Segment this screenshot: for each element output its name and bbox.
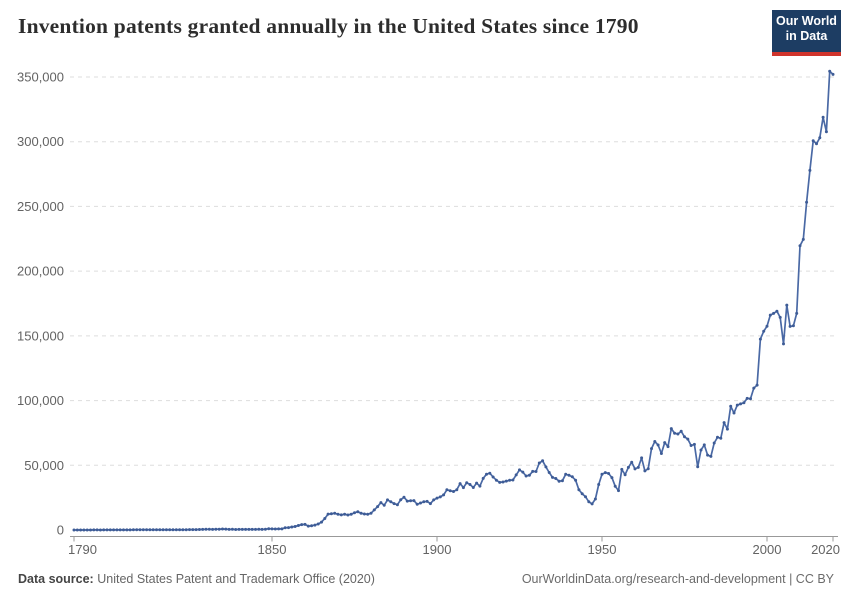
svg-text:0: 0 — [57, 523, 64, 538]
svg-text:1790: 1790 — [68, 542, 97, 557]
svg-text:150,000: 150,000 — [17, 328, 64, 343]
svg-text:50,000: 50,000 — [24, 458, 64, 473]
data-source: Data source: United States Patent and Tr… — [18, 572, 375, 586]
svg-text:250,000: 250,000 — [17, 199, 64, 214]
owid-logo-red-bar — [772, 52, 841, 56]
owid-logo[interactable]: Our World in Data — [772, 10, 841, 56]
footer-link[interactable]: OurWorldinData.org/research-and-developm… — [521, 572, 834, 586]
data-line — [73, 70, 834, 531]
data-source-text: United States Patent and Trademark Offic… — [97, 572, 375, 586]
svg-text:1850: 1850 — [258, 542, 287, 557]
data-source-label: Data source: — [18, 572, 94, 586]
svg-text:350,000: 350,000 — [17, 70, 64, 85]
y-gridlines — [70, 76, 838, 466]
svg-text:2000: 2000 — [753, 542, 782, 557]
svg-text:1900: 1900 — [423, 542, 452, 557]
x-axis — [70, 536, 838, 542]
svg-text:100,000: 100,000 — [17, 393, 64, 408]
svg-text:300,000: 300,000 — [17, 134, 64, 149]
owid-logo-line1: Our World — [776, 14, 837, 28]
svg-text:2020: 2020 — [811, 542, 840, 557]
x-axis-labels: 1790 1850 1900 1950 2000 2020 — [68, 542, 840, 557]
chart-footer: Data source: United States Patent and Tr… — [0, 568, 850, 592]
svg-text:1950: 1950 — [588, 542, 617, 557]
owid-logo-line2: in Data — [785, 29, 828, 43]
svg-text:200,000: 200,000 — [17, 264, 64, 279]
patents-line-chart[interactable]: 0 50,000 100,000 150,000 200,000 250,000 300,0… — [0, 56, 850, 566]
y-axis-labels: 0 50,000 100,000 150,000 200,000 250,000 300,0… — [17, 70, 64, 538]
data-points — [72, 69, 835, 532]
chart-title: Invention patents granted annually in th… — [18, 14, 639, 38]
